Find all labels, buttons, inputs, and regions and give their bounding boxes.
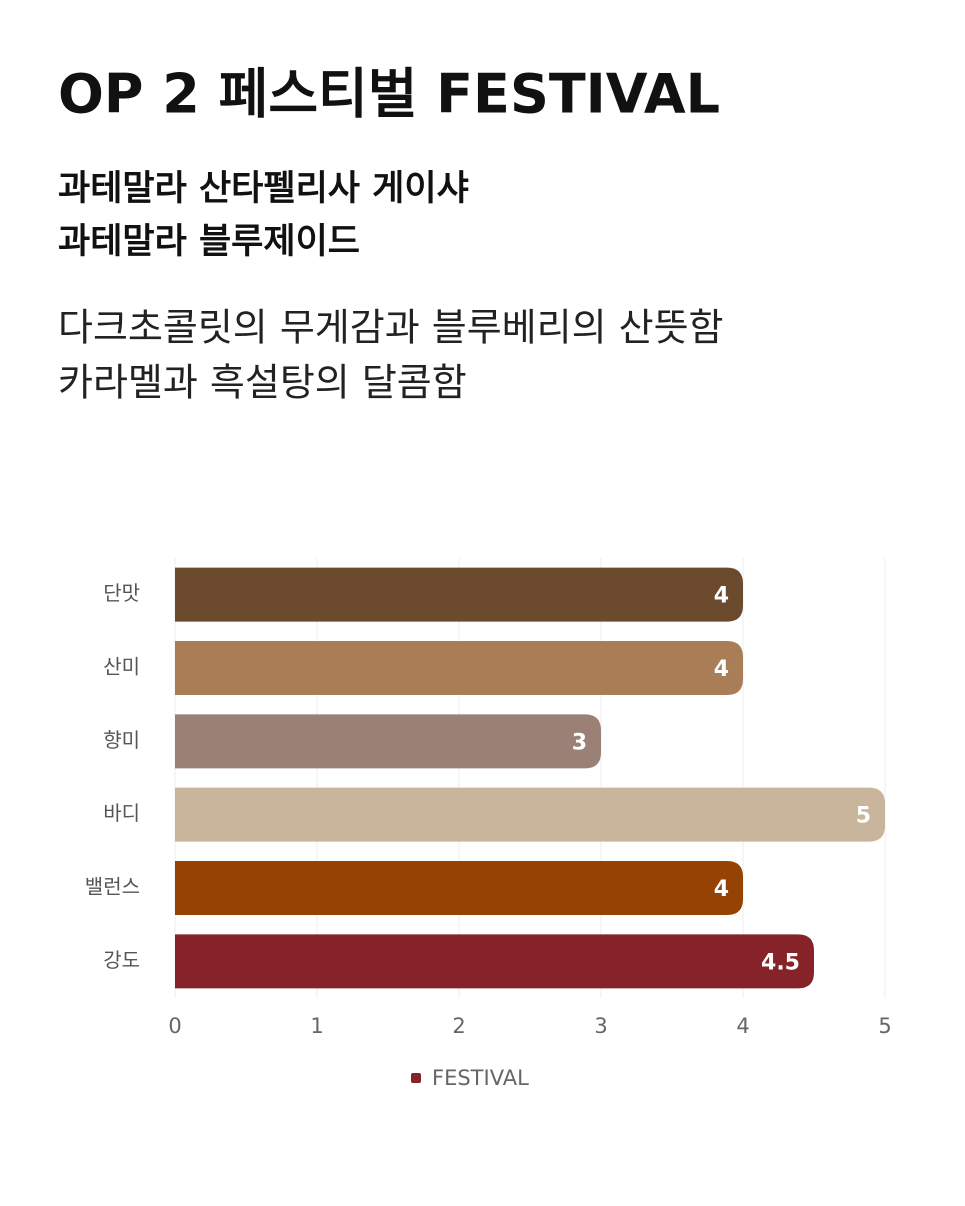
x-tick-label: 5 bbox=[878, 1014, 891, 1038]
bar bbox=[175, 787, 885, 842]
value-label: 4 bbox=[714, 657, 729, 682]
legend-swatch bbox=[411, 1073, 421, 1083]
subtitle: 과테말라 산타펠리사 게이샤 bbox=[58, 169, 469, 209]
legend-label: FESTIVAL bbox=[432, 1066, 529, 1090]
y-tick-label: 바디 bbox=[103, 801, 140, 825]
description: 카라멜과 흑설탕의 달콤함 bbox=[58, 361, 467, 405]
x-tick-label: 0 bbox=[168, 1014, 181, 1038]
subtitle: 과테말라 블루제이드 bbox=[58, 222, 360, 262]
bar bbox=[175, 714, 601, 769]
x-tick-label: 2 bbox=[452, 1014, 465, 1038]
title: OP 2 페스티벌 FESTIVAL bbox=[58, 63, 720, 126]
y-tick-label: 강도 bbox=[103, 948, 140, 972]
y-tick-label: 단맛 bbox=[103, 581, 140, 605]
x-tick-label: 3 bbox=[594, 1014, 607, 1038]
y-tick-label: 산미 bbox=[103, 655, 140, 679]
y-tick-label: 밸런스 bbox=[85, 875, 140, 899]
bar bbox=[175, 861, 743, 915]
value-label: 4 bbox=[714, 877, 729, 902]
value-label: 3 bbox=[572, 730, 587, 755]
value-label: 4 bbox=[714, 584, 729, 609]
bar bbox=[175, 641, 743, 695]
value-label: 4.5 bbox=[761, 950, 800, 975]
x-tick-label: 1 bbox=[310, 1014, 323, 1038]
value-label: 5 bbox=[856, 804, 871, 829]
bar bbox=[175, 567, 743, 622]
x-tick-label: 4 bbox=[736, 1014, 749, 1038]
bar bbox=[175, 934, 814, 989]
description: 다크초콜릿의 무게감과 블루베리의 산뜻함 bbox=[58, 306, 724, 350]
y-tick-label: 향미 bbox=[103, 728, 140, 752]
